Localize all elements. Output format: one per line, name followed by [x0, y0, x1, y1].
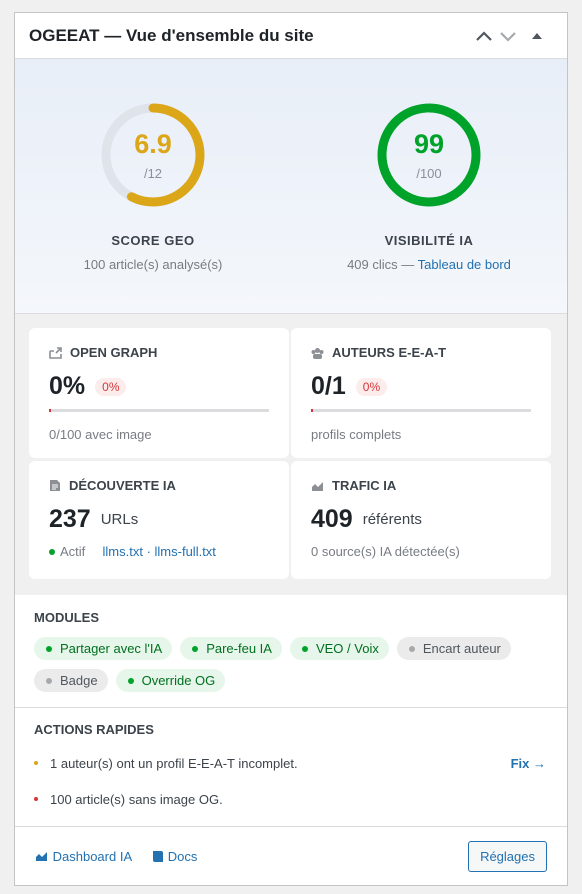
- progress-bar: [311, 409, 313, 412]
- footer-link[interactable]: Docs: [167, 848, 198, 864]
- cards: OPEN GRAPH 0% 0% 0/100 avec image AUTEURS…: [15, 314, 567, 595]
- card-unit: référents: [362, 511, 422, 528]
- module-name: VEO / Voix: [315, 641, 379, 656]
- gauge: 6.9/12: [101, 103, 205, 207]
- note: 409 clics —: [347, 257, 415, 272]
- progress-track: [49, 409, 269, 412]
- module-pill: Encart auteur: [396, 637, 511, 660]
- action-dot: [34, 797, 38, 801]
- footer: Dashboard IA Docs Réglages: [15, 826, 567, 885]
- gauge-arc: [101, 103, 205, 207]
- card: TRAFIC IA 409 référents 0 source(s) IA dé…: [291, 461, 551, 579]
- card-title: TRAFIC IA: [332, 478, 397, 493]
- module-pill: VEO / Voix: [289, 637, 389, 660]
- actions: ACTIONS RAPIDES 1 auteur(s) ont un profi…: [15, 708, 567, 817]
- module-name: Pare-feu IA: [206, 641, 272, 656]
- card-title: AUTEURS E-E-A-T: [332, 345, 447, 360]
- gauge: 99/100: [377, 103, 481, 207]
- badge: 0%: [95, 377, 127, 396]
- status-dot: [46, 677, 52, 684]
- gauge-arc: [377, 103, 481, 207]
- score-label: VISIBILITÉ IA: [384, 233, 474, 248]
- score-note: 100 article(s) analysé(s): [83, 257, 223, 272]
- card-title: OPEN GRAPH: [70, 345, 158, 360]
- card: OPEN GRAPH 0% 0% 0/100 avec image: [29, 328, 289, 458]
- module-list: Partager avec l'IA Pare-feu IA VEO / Voix E…: [34, 637, 554, 692]
- module-name: Badge: [60, 673, 98, 688]
- module-name: Override OG: [141, 673, 216, 688]
- settings-button[interactable]: Réglages: [468, 840, 547, 872]
- card-title: DÉCOUVERTE IA: [69, 478, 176, 493]
- score-note: 409 clics — Tableau de bord: [291, 257, 567, 272]
- module-pill: Partager avec l'IA: [34, 637, 173, 660]
- module-pill: Override OG: [115, 669, 226, 692]
- status-dot: [192, 645, 199, 652]
- score-label: SCORE GEO: [111, 233, 195, 248]
- module-name: Partager avec l'IA: [60, 641, 163, 656]
- action-item: 1 auteur(s) ont un profil E-E-A-T incomp…: [34, 745, 548, 781]
- section-title: MODULES: [34, 610, 99, 625]
- score-visibility: 99/100 VISIBILITÉ IA 409 clics — Tableau…: [291, 59, 567, 313]
- gauge-max: /12: [144, 166, 162, 181]
- action-text: 100 article(s) sans image OG.: [50, 791, 223, 807]
- header-controls[interactable]: [473, 26, 553, 46]
- status-dot: [408, 645, 415, 652]
- gauge-value: 6.9: [134, 129, 172, 159]
- status: Actif: [60, 544, 86, 559]
- action-dot: [34, 761, 38, 765]
- progress-track: [311, 409, 531, 412]
- card-note: profils complets: [311, 427, 402, 442]
- gauge-value: 99: [414, 129, 444, 159]
- footer-link[interactable]: Dashboard IA: [52, 848, 133, 864]
- card-value: 0/1: [311, 372, 346, 400]
- action-text: 1 auteur(s) ont un profil E-E-A-T incomp…: [50, 755, 298, 771]
- module-name: Encart auteur: [422, 641, 501, 656]
- card-unit: URLs: [100, 511, 139, 528]
- card-value: 409: [311, 505, 353, 533]
- card-value: 237: [49, 505, 91, 533]
- status-dot: [46, 645, 52, 652]
- dashboard-link[interactable]: Tableau de bord: [417, 257, 511, 272]
- score-section: 6.9/12 SCORE GEO 100 article(s) analysé(…: [15, 59, 567, 314]
- status-dot: [301, 645, 308, 652]
- score-geo: 6.9/12 SCORE GEO 100 article(s) analysé(…: [15, 59, 291, 313]
- badge: 0%: [355, 377, 388, 396]
- widget-header: OGEEAT — Vue d'ensemble du site: [15, 13, 567, 59]
- modules: MODULES Partager avec l'IA Pare-feu IA VEO…: [15, 595, 567, 708]
- card-note: 0 source(s) IA détectée(s): [311, 544, 460, 559]
- llms-links[interactable]: llms.txt · llms-full.txt: [102, 544, 216, 559]
- card-note: 0/100 avec image: [49, 427, 152, 442]
- fix-link[interactable]: Fix →: [510, 755, 546, 771]
- section-title: ACTIONS RAPIDES: [34, 722, 154, 737]
- status-dot: [127, 677, 134, 684]
- gauge-max: /100: [416, 166, 441, 181]
- card: AUTEURS E-E-A-T 0/1 0% profils complets: [291, 328, 551, 458]
- module-pill: Badge: [34, 669, 108, 692]
- card-value: 0%: [49, 372, 86, 400]
- card: DÉCOUVERTE IA 237 URLs Actif llms.txt · l…: [29, 461, 289, 579]
- action-list: 1 auteur(s) ont un profil E-E-A-T incomp…: [34, 745, 548, 817]
- progress-bar: [49, 409, 51, 412]
- widget-title: OGEEAT — Vue d'ensemble du site: [29, 25, 314, 45]
- widget: OGEEAT — Vue d'ensemble du site 6.9/12 S…: [14, 12, 568, 886]
- action-item: 100 article(s) sans image OG.: [34, 781, 548, 817]
- module-pill: Pare-feu IA: [180, 637, 282, 660]
